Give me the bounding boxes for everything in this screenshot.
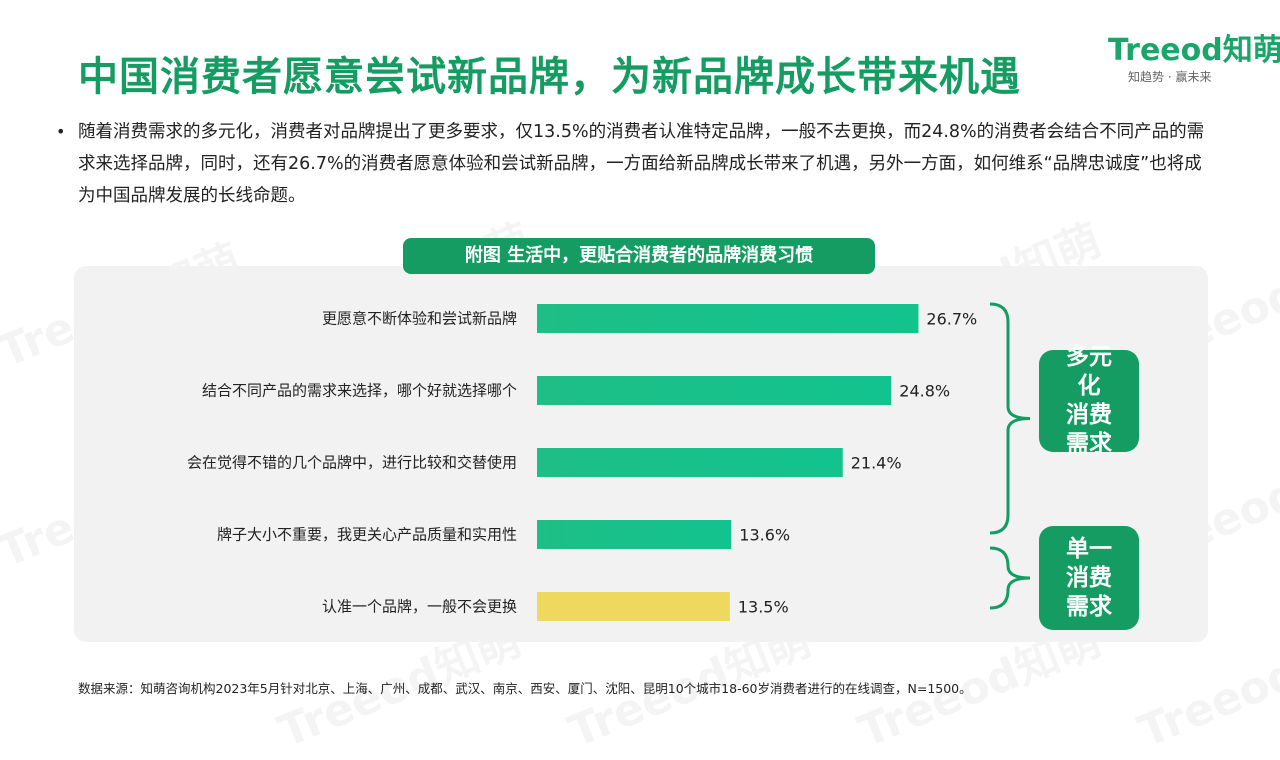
data-source-note: 数据来源：知萌咨询机构2023年5月针对北京、上海、广州、成都、武汉、南京、西安…: [78, 681, 972, 696]
page-title: 中国消费者愿意尝试新品牌，为新品牌成长带来机遇: [78, 54, 1021, 100]
category-label: 会在觉得不错的几个品牌中，进行比较和交替使用: [187, 454, 517, 472]
bar: [537, 520, 732, 549]
bar: [537, 376, 892, 405]
group-brace: [989, 302, 1031, 535]
bullet-icon: •: [56, 122, 66, 141]
category-label: 更愿意不断体验和尝试新品牌: [322, 310, 517, 328]
intro-text: 随着消费需求的多元化，消费者对品牌提出了更多要求，仅13.5%的消费者认准特定品…: [78, 122, 1205, 206]
logo-brand-text: Treeod知萌: [1108, 33, 1280, 68]
value-label: 13.5%: [738, 598, 789, 617]
group-label-single-text: 单一 消费 需求: [1066, 535, 1112, 620]
intro-paragraph: • 随着消费需求的多元化，消费者对品牌提出了更多要求，仅13.5%的消费者认准特…: [56, 116, 1218, 212]
value-label: 13.6%: [739, 526, 790, 545]
value-label: 24.8%: [899, 382, 950, 401]
bar: [537, 304, 919, 333]
category-label: 牌子大小不重要，我更关心产品质量和实用性: [217, 526, 517, 544]
group-label-multi-text: 多元化 消费 需求: [1066, 344, 1112, 457]
category-label: 结合不同产品的需求来选择，哪个好就选择哪个: [202, 382, 517, 400]
group-label-single: 单一 消费 需求: [1039, 526, 1139, 630]
brand-logo: Treeod知萌 知趋势 · 赢未来: [1108, 33, 1280, 94]
group-label-multi: 多元化 消费 需求: [1039, 344, 1139, 457]
chart-title: 附图 生活中，更贴合消费者的品牌消费习惯: [403, 238, 875, 274]
value-label: 21.4%: [851, 454, 902, 473]
bar: [537, 592, 730, 621]
category-label: 认准一个品牌，一般不会更换: [322, 598, 517, 616]
logo-slogan: 知趋势 · 赢未来: [1128, 70, 1212, 84]
value-label: 26.7%: [926, 310, 977, 329]
group-brace: [989, 546, 1031, 610]
bar-chart: 更愿意不断体验和尝试新品牌 26.7% 结合不同产品的需求来选择，哪个好就选择哪个 2…: [187, 302, 1031, 621]
bar: [537, 448, 843, 477]
